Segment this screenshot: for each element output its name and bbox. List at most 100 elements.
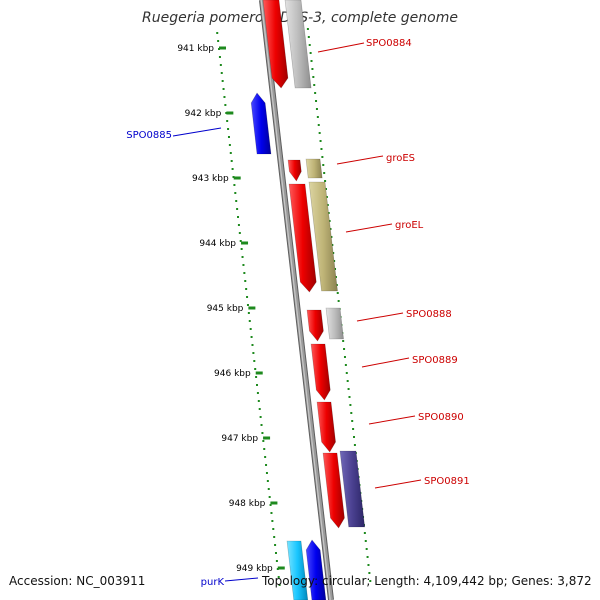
- kbp-tick-mark: [241, 241, 249, 245]
- genome-backbone: [259, 0, 334, 600]
- tick-dot: [353, 444, 356, 446]
- tick-dot: [353, 436, 356, 438]
- tick-dot: [321, 156, 324, 158]
- tick-dot: [307, 36, 310, 38]
- tick-dot: [260, 424, 263, 426]
- tick-dot: [218, 56, 221, 58]
- gene-arrow-purk[interactable]: [305, 539, 327, 600]
- tick-dot: [332, 252, 335, 254]
- tick-dot: [367, 564, 370, 566]
- kbp-ticks: 941 kbp 942 kbp 943 kbp 944 kbp 945 kbp 946 k…: [177, 44, 285, 574]
- tick-dot: [221, 80, 224, 82]
- tick-dot: [229, 152, 232, 154]
- kbp-tick-label: 944 kbp: [199, 239, 236, 249]
- tick-dot: [343, 348, 346, 350]
- gene-arrow-groel[interactable]: [288, 183, 317, 293]
- gene-block-gray-2[interactable]: [325, 307, 344, 340]
- gene-arrow-groes[interactable]: [287, 159, 302, 182]
- tick-dot: [246, 304, 249, 306]
- tick-dot: [231, 168, 234, 170]
- tick-dot: [227, 128, 230, 130]
- tick-dot: [326, 204, 329, 206]
- gene-block-groes[interactable]: [305, 158, 323, 179]
- tick-dot: [250, 336, 253, 338]
- gene-arrow-spo0891[interactable]: [322, 452, 345, 529]
- tick-dot: [309, 52, 312, 54]
- gene-label-groes[interactable]: groES: [386, 153, 415, 164]
- gene-block-gray[interactable]: [284, 0, 312, 89]
- tick-dot: [271, 520, 274, 522]
- tick-dot: [315, 100, 318, 102]
- tick-dot: [228, 144, 231, 146]
- tick-dot: [322, 164, 325, 166]
- tick-dot: [275, 560, 278, 562]
- gene-label-spo0889[interactable]: SPO0889: [412, 355, 458, 366]
- gene-arrow-spo0888[interactable]: [306, 309, 324, 342]
- gene-label-spo0891[interactable]: SPO0891: [424, 476, 470, 487]
- tick-dot: [269, 504, 272, 506]
- tick-dot: [274, 544, 277, 546]
- tick-dots-left: [216, 32, 281, 586]
- tick-dot: [345, 372, 348, 374]
- tick-dot: [233, 184, 236, 186]
- tick-dot: [319, 140, 322, 142]
- tick-dot: [274, 552, 277, 554]
- tick-dot: [366, 556, 369, 558]
- tick-dot: [324, 188, 327, 190]
- gene-label-groel[interactable]: groEL: [395, 220, 424, 231]
- gene-arrow-spo0884[interactable]: [262, 0, 289, 89]
- kbp-tick-mark: [233, 176, 241, 180]
- kbp-tick-label: 943 kbp: [192, 174, 229, 184]
- tick-dot: [268, 496, 271, 498]
- gene-label-spo0888[interactable]: SPO0888: [406, 309, 452, 320]
- gene-block-groel[interactable]: [308, 181, 338, 292]
- tick-dot: [242, 264, 245, 266]
- tick-dot: [351, 420, 354, 422]
- gene-block-cyan[interactable]: [286, 540, 309, 600]
- tick-dot: [331, 244, 334, 246]
- gene-label-purk[interactable]: purK: [201, 577, 225, 588]
- tick-dot: [320, 148, 323, 150]
- tick-dot: [365, 548, 368, 550]
- tick-dot: [368, 572, 371, 574]
- tick-dot: [265, 472, 268, 474]
- tick-dot: [238, 232, 241, 234]
- gene-label-spo0890[interactable]: SPO0890: [418, 412, 464, 423]
- tick-dot: [237, 216, 240, 218]
- tick-dot: [369, 580, 372, 582]
- tick-dot: [352, 428, 355, 430]
- tick-dot: [251, 344, 254, 346]
- tick-dot: [227, 136, 230, 138]
- tick-dot: [234, 192, 237, 194]
- gene-label-spo0885[interactable]: SPO0885: [126, 130, 172, 141]
- tick-dot: [363, 532, 366, 534]
- tick-dot: [239, 240, 242, 242]
- leader-line: [172, 127, 222, 137]
- tick-dot: [226, 120, 229, 122]
- kbp-tick-label: 947 kbp: [221, 434, 258, 444]
- tick-dot: [249, 328, 252, 330]
- gene-block-navy[interactable]: [339, 450, 366, 528]
- tick-dot: [324, 180, 327, 182]
- kbp-tick-mark: [226, 111, 234, 115]
- tick-dot: [243, 272, 246, 274]
- tick-dot: [220, 72, 223, 74]
- gene-arrow-spo0889[interactable]: [310, 343, 331, 401]
- tick-dot: [278, 584, 281, 586]
- tick-dot: [327, 212, 330, 214]
- tick-dot: [263, 448, 266, 450]
- gene-arrow-spo0890[interactable]: [316, 401, 336, 453]
- tick-dot: [232, 176, 235, 178]
- tick-dot: [236, 208, 239, 210]
- tick-dot: [344, 364, 347, 366]
- tick-dot: [350, 412, 353, 414]
- tick-dot: [342, 340, 345, 342]
- leader-line: [224, 577, 259, 582]
- tick-dot: [217, 40, 220, 42]
- tick-dot: [265, 464, 268, 466]
- gene-arrow-spo0885[interactable]: [250, 92, 272, 155]
- kbp-tick-mark: [219, 46, 226, 50]
- tick-dot: [316, 116, 319, 118]
- kbp-tick-label: 948 kbp: [229, 499, 266, 509]
- gene-label-spo0884[interactable]: SPO0884: [366, 38, 412, 49]
